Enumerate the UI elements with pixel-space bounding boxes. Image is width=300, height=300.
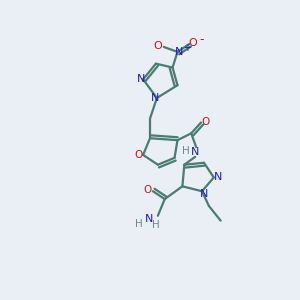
Text: O: O — [154, 41, 162, 51]
Text: H: H — [152, 220, 160, 230]
Text: O: O — [189, 38, 198, 48]
Text: N: N — [151, 93, 159, 103]
Text: N: N — [137, 74, 146, 84]
Text: N: N — [191, 147, 199, 157]
Text: O: O — [134, 150, 142, 160]
Text: N: N — [214, 172, 222, 182]
Text: N: N — [145, 214, 153, 224]
Text: +: + — [183, 43, 191, 53]
Text: -: - — [200, 33, 204, 46]
Text: H: H — [135, 219, 143, 229]
Text: N: N — [200, 189, 208, 199]
Text: N: N — [175, 47, 184, 57]
Text: O: O — [143, 185, 151, 195]
Text: H: H — [182, 146, 190, 156]
Text: O: O — [202, 116, 210, 127]
